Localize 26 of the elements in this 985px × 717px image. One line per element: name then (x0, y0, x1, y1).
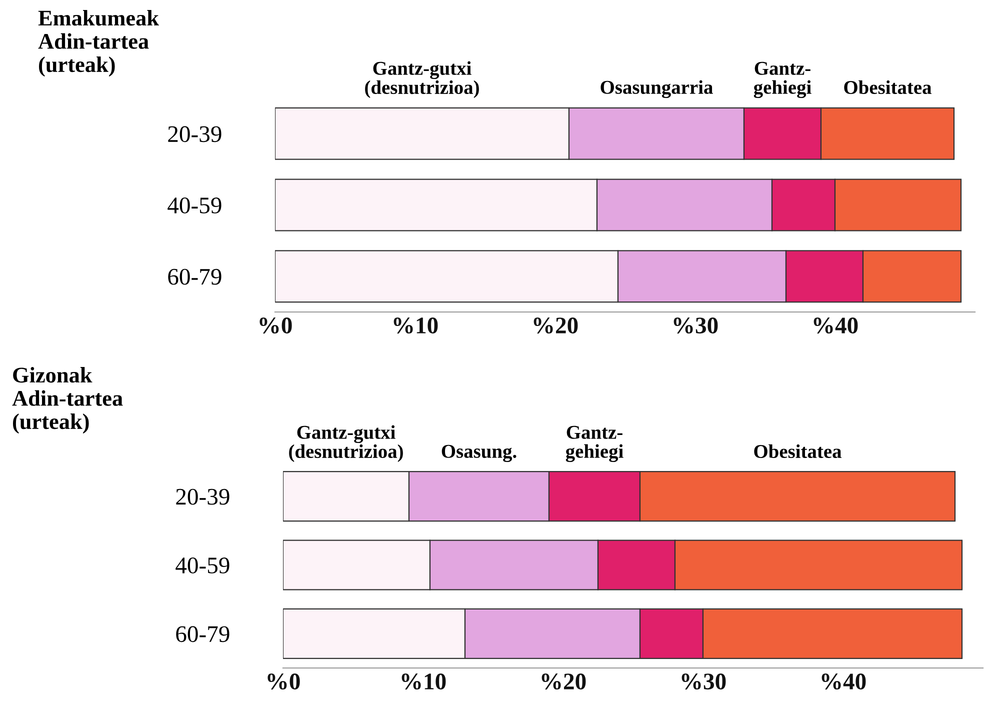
chart-title: Emakumeak Adin-tartea (urteak) (38, 10, 159, 77)
x-tick-label: %20 (534, 318, 578, 334)
x-tick-label: %10 (394, 318, 438, 334)
series-label: Osasungarria (600, 80, 713, 98)
series-label: Gantz- gehiegi (566, 426, 624, 462)
y-tick-label: 60-79 (176, 626, 230, 642)
x-tick-label: %30 (674, 318, 718, 334)
y-tick-label: 20-39 (176, 488, 230, 505)
series-label: Gantz- gehiegi (754, 62, 812, 98)
series-label: Obesitatea (754, 444, 842, 458)
x-tick-label: %0 (268, 674, 300, 690)
y-tick-label: 40-59 (168, 197, 222, 214)
y-tick-label: 60-79 (168, 268, 222, 285)
series-label: Gantz-gutxi (desnutrizioa) (289, 425, 403, 462)
x-tick-label: %20 (542, 674, 586, 690)
x-tick-label: %40 (822, 674, 866, 690)
series-label: Gantz-gutxi (desnutrizioa) (365, 61, 479, 98)
x-tick-label: %10 (402, 674, 446, 690)
y-tick-label: 20-39 (168, 126, 222, 142)
series-label: Obesitatea (844, 80, 932, 94)
series-label: Osasung. (442, 444, 516, 462)
x-tick-label: %40 (814, 318, 858, 334)
text: Gizonak Adin-tartea (urteak) (12, 367, 123, 434)
x-tick-label: %0 (260, 318, 292, 334)
x-tick-label: %30 (682, 674, 726, 690)
y-tick-label: 40-59 (176, 557, 230, 574)
